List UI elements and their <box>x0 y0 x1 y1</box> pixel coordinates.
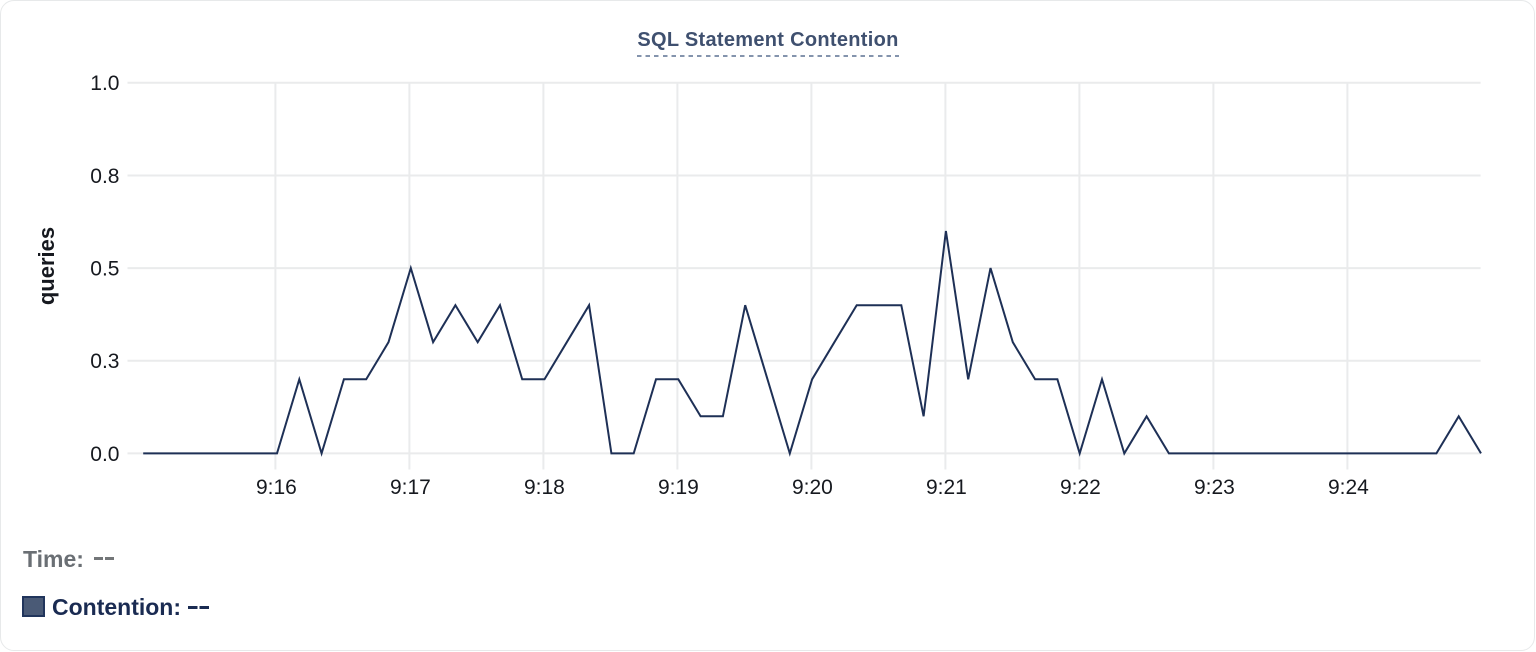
svg-text:9:23: 9:23 <box>1194 476 1235 499</box>
svg-text:0.8: 0.8 <box>90 165 119 188</box>
svg-text:9:18: 9:18 <box>524 476 565 499</box>
svg-text:0.0: 0.0 <box>90 443 119 466</box>
svg-text:9:20: 9:20 <box>792 476 833 499</box>
svg-text:9:19: 9:19 <box>658 476 699 499</box>
svg-text:9:22: 9:22 <box>1060 476 1101 499</box>
svg-text:9:17: 9:17 <box>390 476 431 499</box>
svg-text:9:24: 9:24 <box>1328 476 1369 499</box>
svg-text:9:21: 9:21 <box>926 476 967 499</box>
svg-text:1.0: 1.0 <box>90 72 119 95</box>
svg-text:queries: queries <box>34 227 59 305</box>
svg-text:0.3: 0.3 <box>90 350 119 373</box>
svg-text:9:16: 9:16 <box>256 476 297 499</box>
svg-text:0.5: 0.5 <box>90 258 119 281</box>
